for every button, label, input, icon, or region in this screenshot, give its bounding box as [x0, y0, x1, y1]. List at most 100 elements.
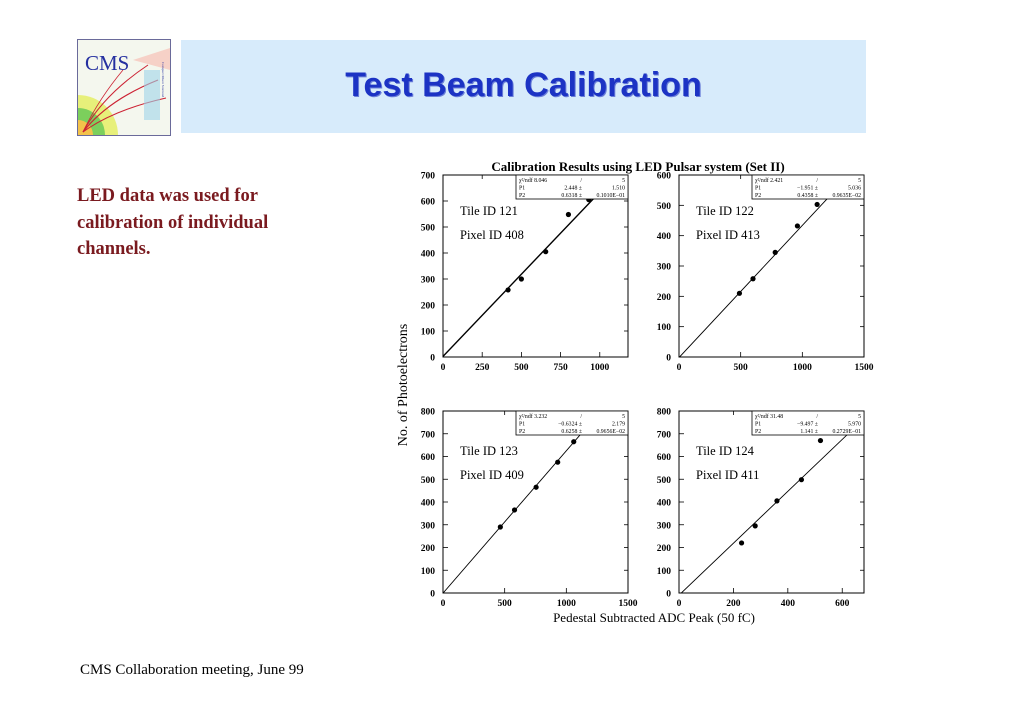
data-point — [738, 540, 745, 546]
y-tick-label: 400 — [657, 232, 672, 242]
data-point — [750, 276, 756, 282]
fit-stats-box — [515, 174, 629, 200]
data-point — [543, 249, 549, 255]
x-tick-label: 500 — [498, 599, 513, 609]
chart-panel-bottom-right: 0 200 400 600 0 100 200 300 400 500 600 700 800 χ²/nd… — [657, 408, 865, 609]
fit-stats-error: 2.179 — [612, 422, 625, 428]
logo-text: CMS — [85, 51, 129, 75]
y-tick-label: 800 — [657, 408, 672, 418]
y-tick-label: 400 — [657, 499, 672, 509]
data-point — [798, 477, 805, 483]
fit-stats-value: / — [580, 178, 582, 184]
panel-annotation: Pixel ID 413 — [696, 228, 760, 242]
chart-panel-top-left: 0 250 500 750 1000 0 100 200 300 400 500 600 700 χ²/n… — [421, 172, 629, 373]
fit-stats-label: χ²/ndf 31.48 — [755, 413, 783, 420]
y-tick-label: 700 — [421, 430, 436, 440]
y-tick-label: 200 — [657, 544, 672, 554]
panel-annotation: Pixel ID 411 — [696, 468, 759, 482]
y-tick-label: 100 — [657, 567, 672, 577]
y-tick-label: 0 — [666, 354, 671, 364]
x-tick-label: 500 — [514, 363, 529, 373]
fit-stats-value: 0.6258 ± — [561, 429, 582, 435]
data-point — [497, 524, 503, 530]
x-tick-label: 1000 — [557, 599, 576, 609]
fit-stats-error: 1.510 — [612, 186, 625, 192]
y-tick-label: 300 — [657, 263, 672, 273]
fit-stats-error: 5 — [858, 178, 861, 184]
calibration-figure-svg: Calibration Results using LED Pulsar sys… — [396, 159, 874, 625]
y-tick-label: 600 — [421, 198, 436, 208]
plot-frame — [678, 174, 865, 358]
y-tick-label: 800 — [421, 408, 436, 418]
description-line-3: channels. — [77, 239, 151, 259]
data-point — [794, 223, 800, 229]
fit-stats-value: 0.4358 ± — [797, 193, 818, 199]
description-text: LED data was used for calibration of ind… — [77, 183, 347, 263]
y-tick-label: 200 — [421, 544, 436, 554]
fit-stats-label: P2 — [755, 429, 761, 435]
y-tick-label: 300 — [657, 521, 672, 531]
y-tick-label: 700 — [421, 172, 436, 182]
x-tick-label: 250 — [475, 363, 490, 373]
fit-stats-error: 5 — [858, 414, 861, 420]
fit-stats-value: −1.951 ± — [797, 186, 818, 192]
fit-stats-error: 0.9635E−02 — [832, 193, 861, 199]
x-tick-label: 1000 — [590, 363, 609, 373]
fit-stats-label: P1 — [755, 186, 761, 192]
x-tick-label: 0 — [441, 363, 446, 373]
data-point — [565, 211, 572, 218]
x-tick-label: 0 — [677, 599, 682, 609]
x-tick-label: 400 — [781, 599, 796, 609]
fit-stats-label: P1 — [519, 422, 525, 428]
x-tick-label: 1500 — [855, 363, 874, 373]
panel-annotation: Tile ID 122 — [696, 204, 754, 218]
y-tick-label: 400 — [421, 499, 436, 509]
y-tick-label: 100 — [421, 567, 436, 577]
plot-frame — [442, 410, 629, 594]
panel-annotation: Pixel ID 409 — [460, 468, 524, 482]
data-point — [511, 507, 518, 513]
fit-stats-box — [751, 410, 865, 436]
fit-stats-error: 5 — [622, 414, 625, 420]
description-line-2: calibration of individual — [77, 212, 269, 233]
fit-stats-value: −9.497 ± — [797, 422, 818, 428]
calibration-figure: Calibration Results using LED Pulsar sys… — [380, 155, 900, 640]
data-point — [817, 437, 824, 444]
y-tick-label: 0 — [666, 590, 671, 600]
data-point — [736, 290, 743, 296]
x-tick-label: 500 — [734, 363, 749, 373]
x-tick-label: 750 — [553, 363, 568, 373]
figure-title: Calibration Results using LED Pulsar sys… — [491, 159, 784, 174]
panel-annotation: Tile ID 124 — [696, 444, 755, 458]
y-tick-label: 700 — [657, 430, 672, 440]
fit-stats-error: 5 — [622, 178, 625, 184]
data-point — [505, 287, 511, 293]
figure-y-axis-label: No. of Photoelectrons — [396, 324, 411, 446]
y-tick-label: 0 — [430, 354, 435, 364]
cms-logo-graphic: CMS Compact Muon Solenoid — [78, 40, 170, 135]
y-tick-label: 300 — [421, 276, 436, 286]
fit-stats-value: / — [816, 414, 818, 420]
y-tick-label: 500 — [657, 476, 672, 486]
x-tick-label: 1000 — [793, 363, 812, 373]
y-tick-label: 200 — [421, 302, 436, 312]
x-tick-label: 0 — [441, 599, 446, 609]
fit-stats-error: 0.9656E−02 — [596, 429, 625, 435]
data-point — [533, 484, 539, 490]
data-point — [555, 459, 561, 465]
fit-stats-box — [515, 410, 629, 436]
logo-subtext: Compact Muon Solenoid — [161, 62, 165, 97]
fit-stats-label: χ²/ndf 8.046 — [519, 177, 547, 184]
chart-panel-bottom-left: 0 500 1000 1500 0 100 200 300 400 500 600 700 800 χ²/… — [421, 408, 638, 610]
y-tick-label: 200 — [657, 293, 672, 303]
x-tick-label: 600 — [835, 599, 850, 609]
y-tick-label: 500 — [657, 202, 672, 212]
y-tick-label: 500 — [421, 224, 436, 234]
fit-stats-label: P1 — [519, 186, 525, 192]
fit-stats-error: 5.970 — [848, 422, 861, 428]
fit-stats-value: / — [816, 178, 818, 184]
y-tick-label: 600 — [421, 453, 436, 463]
fit-stats-error: 5.036 — [848, 186, 861, 192]
fit-line — [680, 418, 864, 593]
panel-annotation: Pixel ID 408 — [460, 228, 524, 242]
